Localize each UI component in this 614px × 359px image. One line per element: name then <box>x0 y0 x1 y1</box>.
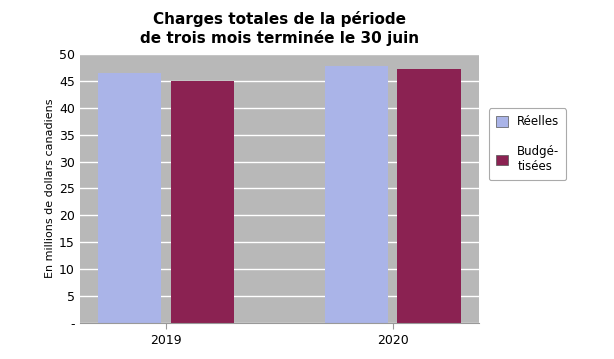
Bar <box>98 73 161 323</box>
Bar <box>397 70 460 323</box>
Bar <box>325 66 388 323</box>
Bar <box>171 81 234 323</box>
Title: Charges totales de la période
de trois mois terminée le 30 juin: Charges totales de la période de trois m… <box>140 11 419 46</box>
Y-axis label: En millions de dollars canadiens: En millions de dollars canadiens <box>45 99 55 278</box>
Legend: Réelles, Budgé-
tisées: Réelles, Budgé- tisées <box>489 108 567 180</box>
